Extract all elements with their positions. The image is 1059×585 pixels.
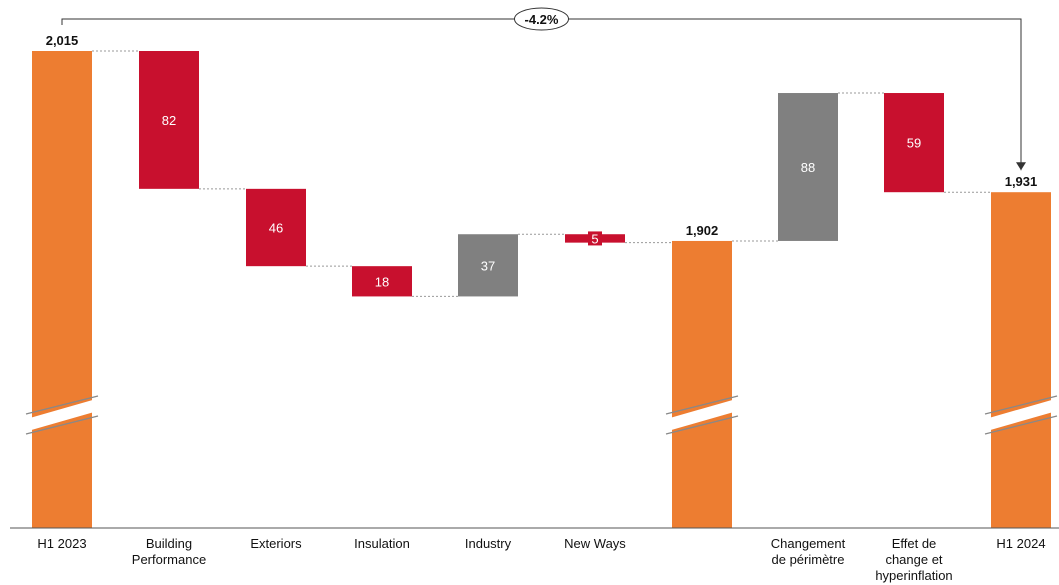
x-tick-label: Industry [465, 536, 512, 551]
axis-break-mark [25, 415, 99, 435]
x-tick-label-line: change et [885, 552, 942, 567]
decrease-bar-2 [246, 188, 306, 267]
bar-value-label: 46 [269, 221, 283, 236]
total-value-label: 1,931 [1005, 174, 1038, 189]
total-bar-9 [991, 192, 1051, 529]
x-tick-label-line: H1 2024 [996, 536, 1045, 551]
x-tick-label-line: de périmètre [772, 552, 845, 567]
bar-value-label: 18 [375, 274, 389, 289]
x-tick-label-line: Effet de [892, 536, 937, 551]
x-tick-label-line: Insulation [354, 536, 410, 551]
total-value-label: 1,902 [686, 223, 719, 238]
decrease-bar-3 [352, 266, 412, 297]
total-bar-0 [32, 51, 92, 528]
bar-value-label: 5 [591, 231, 598, 246]
x-tick-label: H1 2023 [37, 536, 86, 551]
increase-bar-7 [778, 93, 838, 241]
x-tick-label: Exteriors [250, 536, 302, 551]
axis-break-gap [986, 399, 1056, 431]
axis-break-mark [665, 415, 739, 435]
bar-value-label: 59 [907, 136, 921, 151]
x-tick-label-line: Performance [132, 552, 206, 567]
total-value-label: 2,015 [46, 33, 79, 48]
change-oval [514, 7, 569, 31]
bar-value-label: 82 [162, 113, 176, 128]
total-bar-6 [672, 240, 732, 528]
axis-break-mark [665, 395, 739, 415]
bar-value-label: 37 [481, 258, 495, 273]
x-tick-label: Effet de change et hyperinflation [875, 536, 952, 583]
x-tick-label-line: Building [146, 536, 192, 551]
x-tick-label-line: Changement [771, 536, 846, 551]
x-tick-label: New Ways [564, 536, 626, 551]
decrease-bar-8 [884, 93, 944, 193]
x-tick-label-line: New Ways [564, 536, 626, 551]
change-bracket [61, 18, 1022, 171]
axis-break-mark [984, 395, 1058, 415]
axis-break-mark [25, 395, 99, 415]
x-tick-label-line: H1 2023 [37, 536, 86, 551]
small-label-patch [588, 231, 602, 246]
decrease-bar-1 [139, 51, 199, 189]
axis-break-gap [27, 399, 97, 431]
arrow-head-icon [1016, 162, 1026, 171]
bar-value-label: 88 [801, 160, 815, 175]
x-tick-label: Insulation [354, 536, 410, 551]
x-tick-label: H1 2024 [996, 536, 1045, 551]
x-tick-label-line: Exteriors [250, 536, 302, 551]
x-tick-label: Building Performance [132, 536, 206, 567]
axis-break-mark [984, 415, 1058, 435]
x-tick-label-line: Industry [465, 536, 512, 551]
increase-bar-4 [458, 234, 518, 297]
x-tick-label: Changement de périmètre [771, 536, 846, 567]
axis-break-gap [667, 399, 737, 431]
x-tick-label-line: hyperinflation [875, 568, 952, 583]
change-percent-label: -4.2% [525, 12, 559, 27]
